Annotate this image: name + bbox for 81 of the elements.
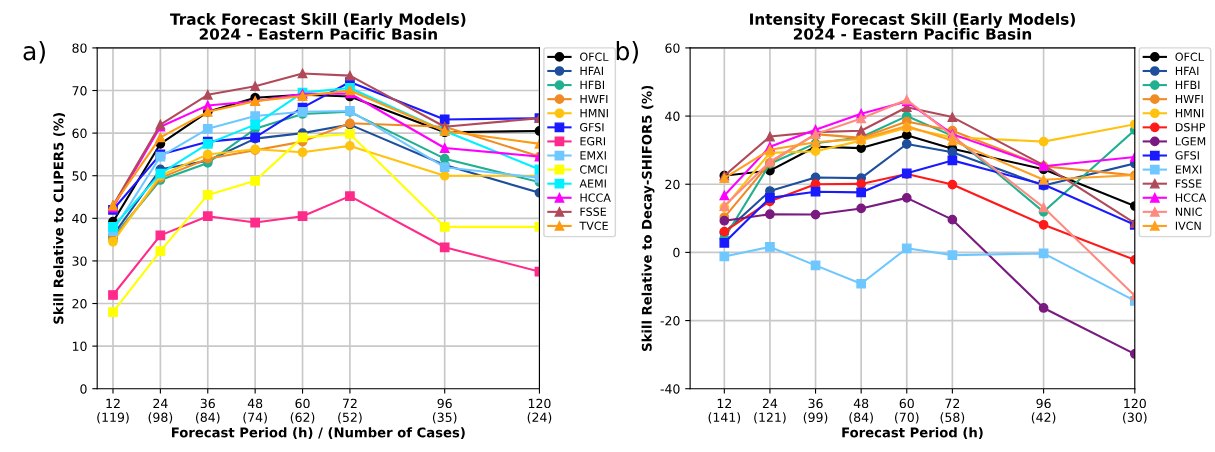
legend-label: OFCL: [580, 52, 609, 61]
legend-label: HMNI: [580, 109, 608, 118]
text: (35): [432, 412, 457, 424]
text: (70): [895, 412, 919, 424]
x-tick-label: 96: [437, 398, 452, 409]
x-tick-label: 96: [1036, 398, 1051, 409]
y-axis-title: Skill Relative to CLIPER5 (%): [53, 113, 66, 324]
y-tick-label: -20: [660, 316, 680, 326]
x-tick-label: 48: [853, 398, 869, 409]
legend-label: HFBI: [1175, 80, 1200, 89]
x-axis-title: Forecast Period (h) / (Number of Cases): [172, 427, 465, 439]
y-tick-label: 0: [673, 247, 680, 258]
legend-label: FSSE: [1175, 179, 1202, 188]
legend-label: OFCL: [1175, 52, 1204, 61]
x-tick-label: 120: [528, 398, 551, 409]
text: (84): [196, 412, 220, 424]
x-tick-label: 72: [945, 398, 960, 408]
y-tick-label: 60: [72, 128, 87, 139]
text: (119): [97, 412, 129, 424]
x-tick-label: 60: [295, 398, 310, 409]
text: a): [23, 41, 45, 64]
x-tick-label: 72: [342, 398, 357, 408]
legend-label: FSSE: [580, 207, 607, 216]
y-tick-label: 10: [72, 341, 87, 352]
y-tick-label: 70: [72, 85, 87, 96]
y-tick-label: 20: [72, 298, 87, 309]
legend-label: HWFI: [1175, 94, 1203, 104]
x-tick-label: 36: [808, 398, 823, 409]
text: (52): [338, 412, 362, 424]
text: (99): [803, 412, 828, 424]
y-tick-label: 80: [72, 43, 87, 53]
legend-label: NNIC: [1175, 207, 1202, 216]
text: (24): [527, 412, 552, 424]
legend-label: CMCI: [580, 165, 607, 174]
x-axis-title: Forecast Period (h): [842, 427, 983, 439]
y-tick-label: 50: [72, 171, 87, 181]
text: (74): [243, 412, 267, 424]
y-tick-label: 20: [665, 179, 680, 190]
legend-label: HFAI: [1175, 66, 1199, 75]
text: (141): [708, 412, 741, 424]
legend-label: GFSI: [580, 122, 604, 132]
legend-label: EMXI: [1175, 165, 1202, 174]
legend-label: HFBI: [580, 80, 604, 89]
text: (84): [849, 412, 873, 424]
legend-label: HMNI: [1175, 109, 1204, 118]
text: (30): [1123, 412, 1147, 424]
chart-title: Track Forecast Skill (Early Models) 2024 - Eastern Pacific Basin: [170, 13, 466, 40]
legend-label: LGEM: [1175, 137, 1206, 146]
legend-label: IVCN: [1175, 221, 1201, 230]
x-tick-label: 36: [200, 398, 215, 409]
legend-label: GFSI: [1175, 151, 1199, 160]
legend-label: HWFI: [580, 94, 608, 104]
legend-label: HFAI: [580, 66, 603, 75]
text: (42): [1031, 412, 1056, 424]
x-tick-label: 12: [717, 398, 732, 408]
y-tick-label: 40: [72, 213, 87, 224]
legend-label: AEMI: [579, 179, 606, 188]
x-tick-label: 48: [247, 398, 263, 409]
y-tick-label: 60: [665, 43, 680, 53]
x-tick-label: 120: [1124, 398, 1146, 409]
legend-label: EGRI: [580, 137, 605, 146]
y-tick-label: 40: [665, 111, 680, 121]
x-tick-label: 12: [106, 398, 120, 408]
legend-label: HCCA: [580, 193, 611, 202]
text: (62): [290, 412, 315, 424]
text: b): [616, 41, 638, 64]
x-tick-label: 60: [899, 398, 914, 409]
chart-title: Intensity Forecast Skill (Early Models) 2024 - Eastern Pacific Basin: [750, 13, 1075, 40]
text: (98): [148, 412, 173, 424]
y-tick-label: 0: [80, 384, 87, 394]
x-tick-label: 24: [153, 398, 168, 408]
y-axis-title: Skill Relative to Decay-SHIFOR5 (%): [641, 85, 655, 351]
text: (58): [940, 412, 965, 424]
y-tick-label: 30: [72, 256, 87, 266]
legend-label: DSHP: [1175, 122, 1206, 132]
y-tick-label: -40: [660, 384, 680, 394]
legend-label: TVCE: [579, 221, 608, 230]
text: (121): [754, 412, 786, 424]
legend-label: EMXI: [580, 151, 606, 160]
x-tick-label: 24: [762, 398, 778, 408]
legend-label: HCCA: [1175, 193, 1207, 202]
